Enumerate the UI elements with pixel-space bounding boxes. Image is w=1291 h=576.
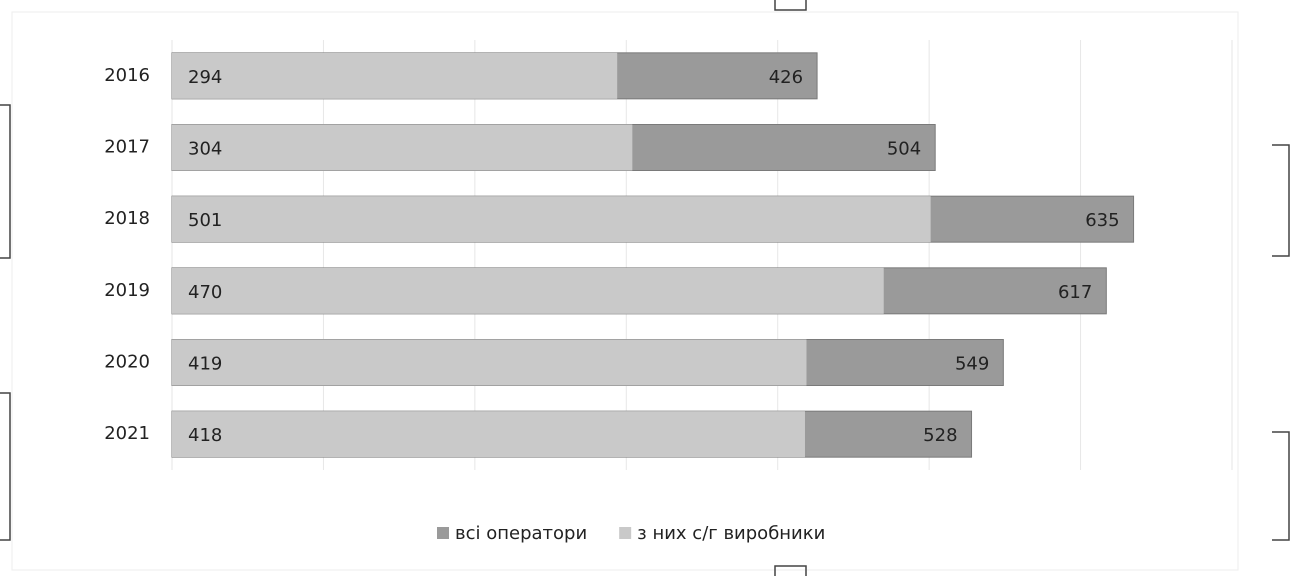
data-label: 549: [955, 354, 989, 375]
data-label: 504: [887, 139, 921, 160]
bar: [172, 52, 618, 99]
labels: 2016 426 294 2017 504 304 2018 635 501 2019 617 470…: [104, 65, 1119, 446]
y-tick-label: 2020: [104, 352, 150, 373]
data-label: 304: [188, 139, 222, 160]
y-tick-label: 2018: [104, 208, 150, 229]
data-label: 470: [188, 282, 222, 303]
data-label: 528: [923, 425, 957, 446]
bar: [172, 196, 931, 243]
grid: [171, 40, 1233, 470]
data-label: 418: [188, 425, 222, 446]
legend-label: всі оператори: [455, 523, 587, 544]
y-tick-label: 2017: [104, 137, 150, 158]
y-tick-label: 2021: [104, 423, 150, 444]
data-label: 501: [188, 210, 222, 231]
y-tick-label: 2016: [104, 65, 150, 86]
bars: [171, 52, 1135, 458]
bracket: [774, 0, 807, 576]
legend: всі оператори з них с/г виробники: [437, 523, 825, 544]
data-label: 617: [1058, 282, 1092, 303]
bar: [172, 411, 805, 458]
data-label: 426: [769, 67, 803, 88]
data-label: 294: [188, 67, 222, 88]
bar: [172, 124, 633, 171]
legend-swatch: [437, 527, 449, 539]
data-label: 635: [1085, 210, 1119, 231]
bracket: [0, 104, 11, 541]
data-label: 419: [188, 354, 222, 375]
bracket: [1272, 144, 1290, 541]
legend-swatch: [619, 527, 632, 539]
y-tick-label: 2019: [104, 280, 150, 301]
bar: [172, 339, 807, 386]
legend-label: з них с/г виробники: [637, 523, 825, 544]
bar: [172, 267, 884, 314]
